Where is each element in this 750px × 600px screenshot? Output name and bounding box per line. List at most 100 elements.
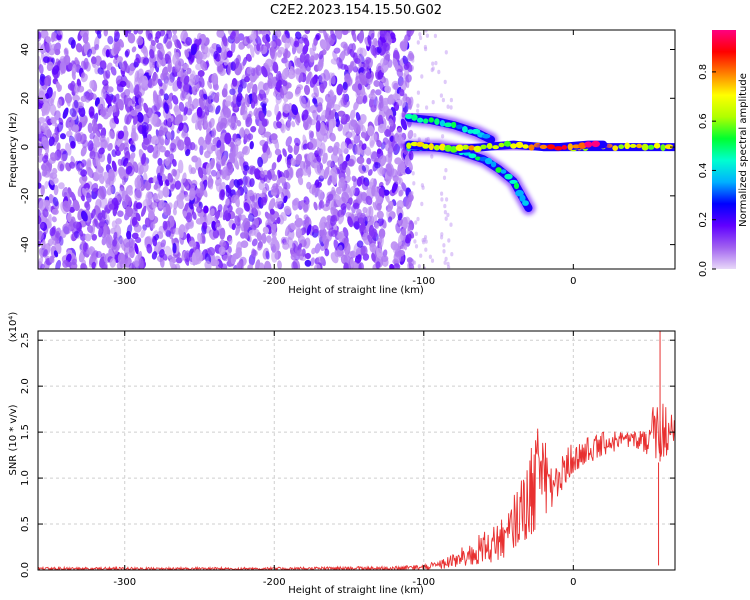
heatmap-cell: [504, 173, 513, 180]
heatmap-cell: [337, 147, 343, 157]
heatmap-cell: [468, 145, 475, 151]
heatmap-cell: [235, 207, 244, 216]
heatmap-cell: [38, 247, 44, 258]
heatmap-cell: [216, 30, 225, 38]
heatmap-cell: [89, 132, 95, 140]
heatmap-cell: [185, 212, 193, 223]
heatmap-cell: [53, 184, 59, 196]
heatmap-cell: [449, 97, 453, 103]
heatmap-cell: [262, 97, 269, 104]
heatmap-cell: [105, 212, 111, 225]
heatmap-cell: [242, 145, 251, 156]
heatmap-cell: [301, 109, 309, 121]
heatmap-cell: [150, 135, 159, 145]
heatmap-cell: [276, 216, 281, 224]
heatmap-cell: [294, 137, 301, 147]
heatmap-cell: [475, 156, 481, 161]
heatmap-cell: [220, 154, 227, 167]
heatmap-cell: [180, 90, 187, 101]
heatmap-cell: [380, 60, 390, 73]
heatmap-cell: [235, 223, 241, 236]
heatmap-cell: [428, 254, 432, 259]
heatmap-cell: [234, 215, 241, 227]
heatmap-cell: [173, 200, 179, 210]
heatmap-cell: [319, 39, 327, 50]
heatmap-cell: [309, 105, 318, 114]
heatmap-cell: [250, 126, 257, 133]
heatmap-cell: [277, 46, 286, 55]
heatmap-cell: [249, 44, 255, 58]
heatmap-cell: [144, 180, 152, 191]
heatmap-x-axis-label: Height of straight line (km): [288, 285, 424, 296]
heatmap-cell: [128, 62, 136, 76]
heatmap-cell: [184, 136, 191, 147]
heatmap-cell: [38, 198, 47, 211]
heatmap-cell: [276, 79, 282, 90]
heatmap-cell: [344, 73, 352, 84]
snr-x-tick-label: 0: [570, 577, 576, 588]
heatmap-cell: [65, 253, 72, 263]
heatmap-cell: [183, 105, 188, 116]
heatmap-cell: [361, 181, 369, 191]
heatmap-cell: [279, 87, 285, 99]
heatmap-cell: [404, 113, 413, 120]
heatmap-cell: [192, 211, 197, 220]
heatmap-cell: [353, 221, 360, 230]
heatmap-cell: [440, 197, 444, 202]
heatmap-cell: [232, 57, 240, 70]
heatmap-cell: [418, 32, 422, 37]
heatmap-cell: [376, 46, 382, 54]
heatmap-cell: [578, 142, 587, 149]
heatmap-cell: [98, 185, 106, 200]
heatmap-cell: [414, 231, 418, 236]
heatmap-cell: [270, 46, 276, 60]
heatmap-cell: [157, 129, 165, 137]
heatmap-cell: [41, 169, 48, 177]
heatmap-cell: [157, 78, 163, 87]
heatmap-cell: [232, 144, 239, 158]
heatmap-cell: [411, 114, 418, 121]
heatmap-cell: [41, 136, 50, 150]
heatmap-cell: [197, 166, 204, 179]
heatmap-cell: [397, 234, 403, 247]
heatmap-cell: [221, 166, 228, 180]
heatmap-cell: [323, 166, 330, 180]
heatmap-cell: [150, 222, 156, 229]
heatmap-cell: [99, 196, 108, 209]
heatmap-cell: [150, 40, 156, 46]
heatmap-cell: [234, 138, 242, 147]
heatmap-cell: [135, 212, 141, 222]
heatmap-cell: [44, 75, 52, 86]
heatmap-cell: [355, 208, 362, 216]
heatmap-cell: [359, 47, 367, 57]
heatmap-cell: [442, 243, 446, 248]
heatmap-cell: [63, 54, 71, 66]
heatmap-cell: [354, 57, 361, 65]
heatmap-cell: [257, 81, 266, 95]
heatmap-cell: [59, 133, 67, 140]
heatmap-cell: [324, 248, 330, 257]
heatmap-cell: [305, 71, 312, 85]
heatmap-cell: [270, 241, 276, 253]
heatmap-cell: [196, 106, 203, 118]
heatmap-cell: [57, 84, 62, 92]
heatmap-cell: [85, 192, 92, 203]
heatmap-cell: [394, 157, 402, 165]
heatmap-cell: [44, 125, 52, 138]
heatmap-cell: [361, 143, 367, 151]
heatmap-cell: [125, 194, 132, 207]
heatmap-cell: [203, 93, 208, 100]
heatmap-cell: [163, 93, 169, 101]
heatmap-cell: [92, 158, 99, 167]
heatmap-cell: [446, 104, 450, 109]
heatmap-cell: [239, 61, 245, 71]
heatmap-cell: [52, 237, 58, 246]
heatmap-cell: [295, 31, 302, 40]
heatmap-cell: [349, 109, 356, 120]
heatmap-cell: [46, 86, 53, 99]
heatmap-cell: [636, 143, 643, 149]
heatmap-cell: [389, 135, 395, 142]
heatmap-cell: [123, 61, 130, 74]
heatmap-cell: [405, 196, 412, 210]
heatmap-cell: [329, 132, 336, 142]
